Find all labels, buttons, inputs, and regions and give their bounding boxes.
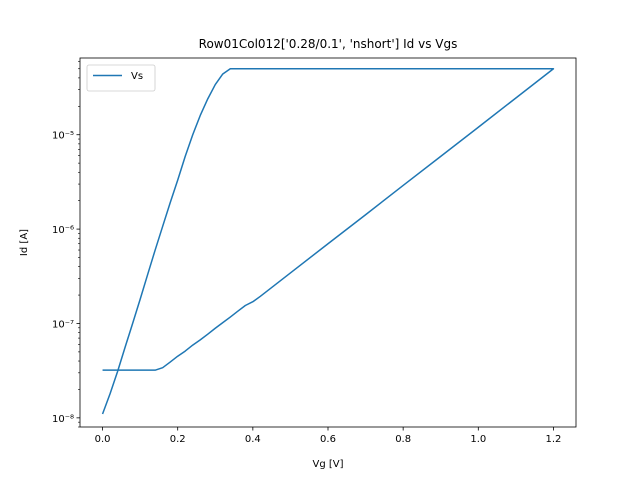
x-axis-label: Vg [V] (312, 459, 343, 470)
legend-box (86, 64, 156, 92)
y-tick-label: 10⁻⁵ (52, 131, 74, 142)
y-axis: 10⁻⁸ 10⁻⁷ 10⁻⁶ 10⁻⁵ (52, 60, 80, 428)
legend: Vs (86, 64, 156, 92)
x-tick-label: 1.0 (470, 434, 486, 445)
x-tick-label: 0.8 (395, 434, 411, 445)
x-tick-label: 0.6 (320, 434, 336, 445)
legend-label-vs: Vs (131, 71, 143, 82)
plot-area (79, 57, 577, 428)
x-tick-label: 0.4 (245, 434, 261, 445)
series-line-vs (101, 68, 555, 415)
y-tick-label: 10⁻⁶ (52, 225, 74, 236)
plot-background (80, 58, 576, 427)
series-layer (101, 68, 555, 415)
x-tick-label: 0.0 (95, 434, 111, 445)
y-tick-label: 10⁻⁷ (52, 319, 74, 330)
y-tick-label: 10⁻⁸ (52, 414, 74, 425)
x-tick-label: 0.2 (170, 434, 186, 445)
y-axis-label: Id [A] (19, 229, 30, 256)
x-axis: 0.0 0.2 0.4 0.6 0.8 1.0 1.2 (95, 427, 562, 445)
x-tick-label: 1.2 (546, 434, 562, 445)
chart-title: Row01Col012['0.28/0.1', 'nshort'] Id vs … (199, 37, 458, 51)
